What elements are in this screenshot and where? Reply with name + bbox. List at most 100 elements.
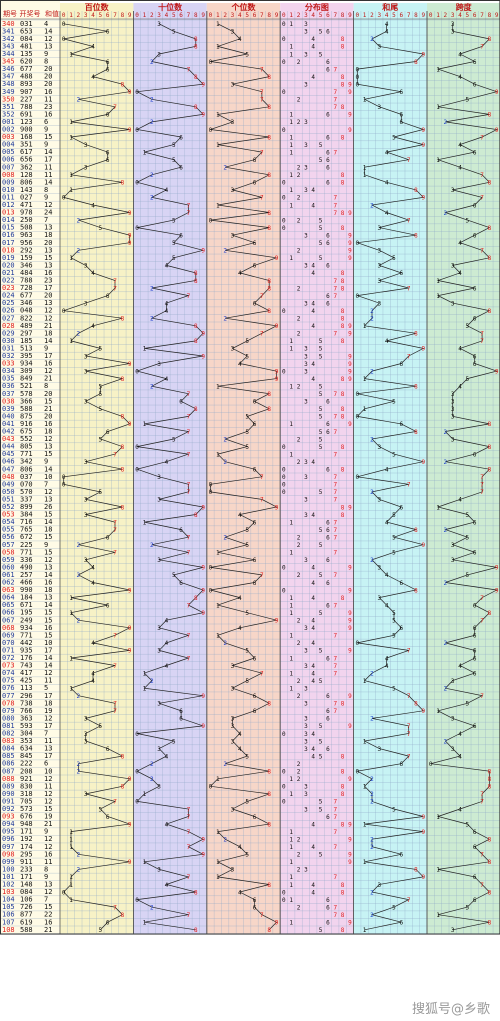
distribution-digit: 1 [289,882,293,889]
trend-point-value: 8 [488,776,492,783]
digit-header: 0 [355,12,359,19]
sum-value: 12 [44,835,52,843]
trend-point-value: 1 [436,867,440,874]
trend-point-value: 5 [392,134,396,141]
distribution-digit: 4 [311,187,315,194]
trend-point-value: 8 [414,383,418,390]
digit-header: 8 [121,12,125,19]
digit-header: 2 [150,12,154,19]
distribution-digit: 6 [326,814,330,821]
distribution-digit: 7 [333,844,337,851]
sum-value: 14 [44,654,52,662]
distribution-digit: 3 [304,142,308,149]
issue-number: 006 [2,156,15,164]
draw-number: 845 [20,752,33,760]
trend-point-value: 1 [436,708,440,715]
issue-number: 059 [2,556,15,564]
distribution-digit: 6 [326,165,330,172]
distribution-digit: 6 [326,66,330,73]
trend-point-value: 3 [84,142,88,149]
trend-point-value: 8 [267,134,271,141]
trend-point-value: 7 [480,595,484,602]
sum-value: 16 [44,624,52,632]
issue-number: 085 [2,752,15,760]
issue-number: 094 [2,820,15,828]
distribution-digit: 2 [297,248,301,255]
distribution-digit: 5 [319,572,323,579]
trend-point-value: 8 [488,421,492,428]
distribution-digit: 9 [348,723,352,730]
trend-point-value: 1 [216,633,220,640]
draw-number: 620 [20,58,33,66]
header-issue-label: 期号 [3,10,17,18]
trend-point-value: 6 [399,852,403,859]
trend-point-value: 2 [223,248,227,255]
trend-point-value: 2 [370,791,374,798]
digit-header: 5 [466,12,470,19]
issue-number: 106 [2,911,15,919]
trend-point-value: 2 [444,527,448,534]
distribution-digit: 7 [333,912,337,919]
trend-point-value: 5 [172,572,176,579]
distribution-digit: 4 [311,663,315,670]
digit-header: 6 [106,12,110,19]
trend-point-value: 5 [245,852,249,859]
digit-header: 5 [392,12,396,19]
distribution-digit: 3 [304,346,308,353]
trend-point-value: 1 [216,44,220,51]
digit-header: 9 [348,12,352,19]
sum-value: 9 [44,193,48,201]
trend-point-value: 1 [69,119,73,126]
trend-point-value: 4 [165,459,169,466]
digit-header: 4 [458,12,462,19]
distribution-digit: 1 [289,451,293,458]
trend-point-value: 8 [194,338,198,345]
distribution-digit: 8 [341,927,345,934]
issue-number: 346 [2,65,15,73]
trend-point-value: 9 [422,542,426,549]
issue-number: 032 [2,352,15,360]
trend-point-value: 1 [143,685,147,692]
issue-number: 039 [2,405,15,413]
issue-number: 343 [2,42,15,50]
distribution-digit: 2 [297,59,301,66]
trend-point-value: 6 [253,240,257,247]
draw-number: 990 [20,586,33,594]
trend-point-value: 3 [84,738,88,745]
distribution-digit: 6 [326,519,330,526]
distribution-digit: 4 [311,595,315,602]
issue-number: 347 [2,73,15,81]
trend-point-value: 8 [488,225,492,232]
distribution-digit: 0 [282,897,286,904]
issue-number: 004 [2,141,15,149]
digit-header: 0 [282,12,286,19]
draw-number: 726 [20,903,33,911]
trend-point-value: 5 [99,383,103,390]
issue-number: 016 [2,231,15,239]
trend-point-value: 7 [407,217,411,224]
distribution-digit: 8 [341,225,345,232]
sum-value: 9 [44,344,48,352]
trend-point-value: 7 [407,353,411,360]
trend-point-value: 1 [363,927,367,934]
trend-point-value: 8 [121,376,125,383]
sum-value: 15 [44,533,52,541]
distribution-digit: 1 [289,595,293,602]
trend-point-value: 4 [458,731,462,738]
watermark-text: 搜狐号@乡歌 [411,998,490,1017]
issue-number: 043 [2,435,15,443]
trend-point-value: 6 [253,904,257,911]
distribution-digit: 7 [333,663,337,670]
draw-number: 070 [20,480,33,488]
distribution-digit: 2 [297,316,301,323]
distribution-digit: 9 [348,504,352,511]
trend-point-value: 1 [436,293,440,300]
trend-point-value: 6 [399,112,403,119]
trend-point-value: 4 [385,467,389,474]
trend-point-value: 3 [84,557,88,564]
draw-number: 489 [20,322,33,330]
distribution-digit: 5 [319,142,323,149]
issue-number: 075 [2,677,15,685]
distribution-digit: 5 [319,806,323,813]
